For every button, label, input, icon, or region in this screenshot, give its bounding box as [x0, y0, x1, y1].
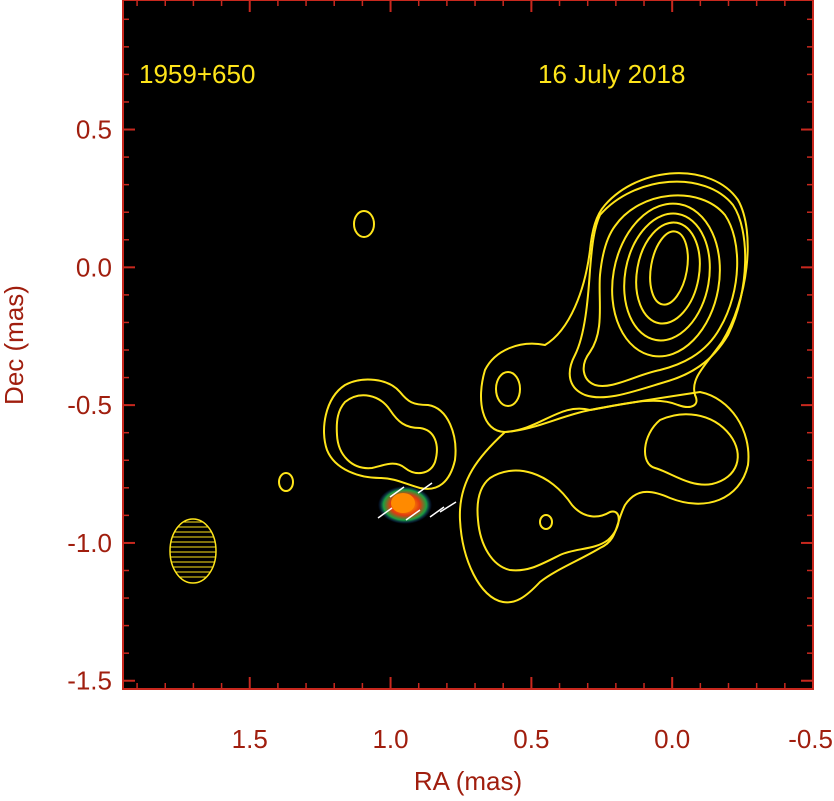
polarized-intensity-core	[391, 493, 415, 513]
y-tick-label: -0.5	[67, 390, 112, 420]
core-contour-4	[611, 202, 721, 358]
source-name-label: 1959+650	[139, 59, 255, 89]
y-axis-title: Dec (mas)	[0, 285, 29, 405]
east-jet-contour	[643, 413, 739, 486]
x-tick-label: -0.5	[788, 724, 833, 754]
polarization-feature	[377, 482, 457, 524]
intensity-contours	[278, 172, 750, 604]
southern-jet-contour	[458, 390, 750, 604]
west-isolated-contour	[278, 472, 294, 492]
x-tick-labels: 1.5 1.0 0.5 0.0 -0.5	[232, 724, 833, 754]
western-inner-contour	[335, 394, 438, 475]
core-contour-3	[623, 212, 711, 342]
x-tick-label: 0.0	[654, 724, 690, 754]
core-contour-2	[635, 221, 701, 325]
y-tick-label: -1.0	[67, 528, 112, 558]
observation-date-label: 16 July 2018	[538, 59, 685, 89]
southern-jet-inner-contour	[476, 469, 620, 572]
core-contour-6	[568, 180, 747, 399]
x-tick-label: 1.0	[372, 724, 408, 754]
y-tick-label: 0.0	[76, 252, 112, 282]
x-tick-label: 0.5	[513, 724, 549, 754]
north-isolated-contour	[353, 210, 375, 238]
south-isolated-contour	[539, 514, 553, 530]
y-tick-label: -1.5	[67, 666, 112, 696]
jet-knot-contour	[495, 371, 521, 407]
core-contour-1	[649, 230, 689, 306]
plot-frame	[122, 0, 814, 690]
x-tick-label: 1.5	[232, 724, 268, 754]
x-axis-title: RA (mas)	[414, 766, 522, 796]
evpa-vectors	[377, 482, 457, 521]
core-contour-5	[582, 194, 739, 387]
western-outer-contour	[323, 378, 457, 490]
y-tick-labels: 0.5 0.0 -0.5 -1.0 -1.5	[67, 115, 112, 696]
y-tick-label: 0.5	[76, 115, 112, 145]
plot-background	[123, 0, 813, 689]
